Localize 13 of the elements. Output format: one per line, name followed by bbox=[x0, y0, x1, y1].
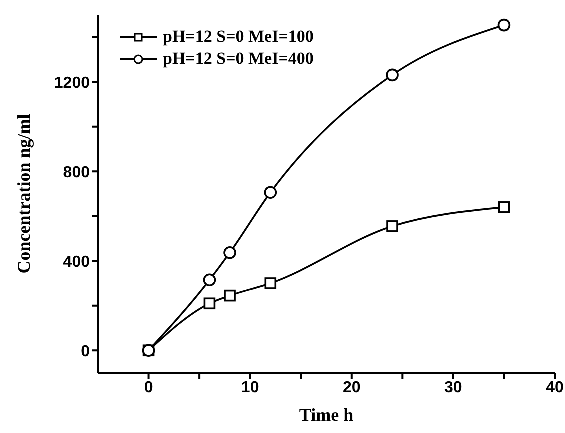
y-tick-label: 800 bbox=[63, 164, 90, 182]
x-tick-label: 30 bbox=[444, 379, 462, 396]
x-tick-label: 20 bbox=[342, 379, 361, 396]
x-tick-label: 0 bbox=[144, 379, 154, 396]
legend-label: pH=12 S=0 MeI=100 bbox=[163, 27, 314, 47]
y-tick-label: 0 bbox=[81, 343, 90, 360]
legend-label: pH=12 S=0 MeI=400 bbox=[163, 49, 314, 69]
x-axis-title: Time h bbox=[299, 405, 354, 425]
y-tick-label: 1200 bbox=[54, 74, 90, 92]
x-tick-label: 10 bbox=[241, 379, 260, 396]
y-tick-label: 400 bbox=[63, 254, 90, 271]
x-tick-label: 40 bbox=[546, 379, 564, 396]
y-axis-title: Concentration ng/ml bbox=[14, 114, 34, 274]
